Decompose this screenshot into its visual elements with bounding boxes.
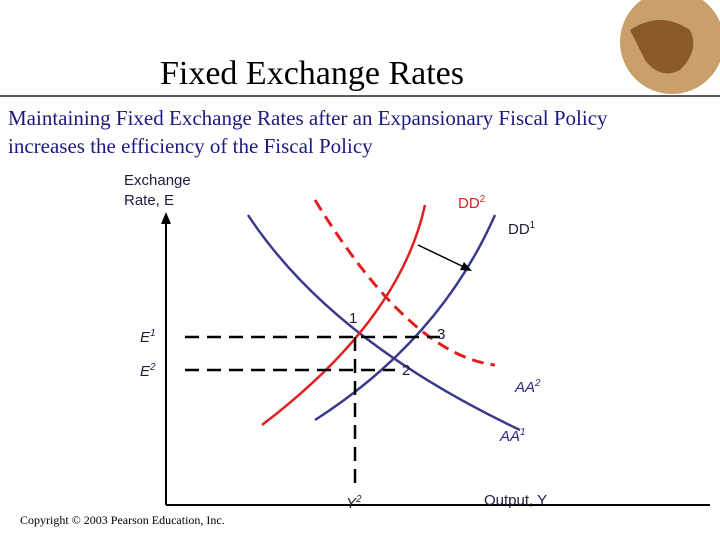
point-label: 3 [437, 326, 445, 343]
aa1-curve [246, 214, 521, 432]
point-label: 1 [349, 310, 357, 327]
label-sup: 1 [530, 220, 536, 231]
shift-arrow [417, 244, 467, 269]
y-axis-label: Rate, E [124, 192, 174, 209]
label-sup: 2 [534, 378, 541, 389]
slide-title: Fixed Exchange Rates [160, 55, 464, 92]
label-sup: 2 [480, 194, 486, 205]
globe-decoration [620, 0, 720, 94]
label-base: AA [499, 428, 520, 445]
dd1-curve [314, 214, 497, 422]
label-sup: 1 [150, 328, 156, 339]
y-axis-label: Exchange [124, 172, 191, 189]
aa2-curve [313, 199, 496, 367]
label-base: AA [514, 379, 535, 396]
y2-label: Y2 [346, 494, 362, 512]
label-sup: 2 [355, 494, 362, 505]
aa1-label: AA1 [499, 427, 526, 445]
x-axis-label: Output, Y [484, 492, 547, 509]
label-base: Y [346, 495, 357, 512]
e1-label: E1 [140, 328, 156, 346]
label-base: DD [458, 195, 480, 212]
dd2-label: DD2 [458, 194, 486, 212]
aa2-label: AA2 [514, 378, 541, 396]
y-axis-arrow [161, 212, 171, 224]
shift-arrowhead [460, 262, 472, 271]
label-base: E [140, 363, 151, 380]
dd2-curve [261, 204, 427, 426]
subtitle-line: increases the efficiency of the Fiscal P… [8, 134, 373, 158]
globe-land [630, 20, 694, 74]
e2-label: E2 [140, 362, 156, 380]
label-base: DD [508, 221, 530, 238]
label-base: E [140, 329, 151, 346]
label-sup: 2 [149, 362, 156, 373]
label-sup: 1 [520, 427, 526, 438]
copyright: Copyright © 2003 Pearson Education, Inc. [20, 513, 225, 527]
subtitle-line: Maintaining Fixed Exchange Rates after a… [8, 106, 608, 130]
point-label: 2 [402, 362, 410, 379]
diagram: Exchange Rate, E DD2 DD1 AA2 AA1 E1 E2 Y… [124, 172, 710, 512]
dd1-label: DD1 [508, 220, 536, 238]
